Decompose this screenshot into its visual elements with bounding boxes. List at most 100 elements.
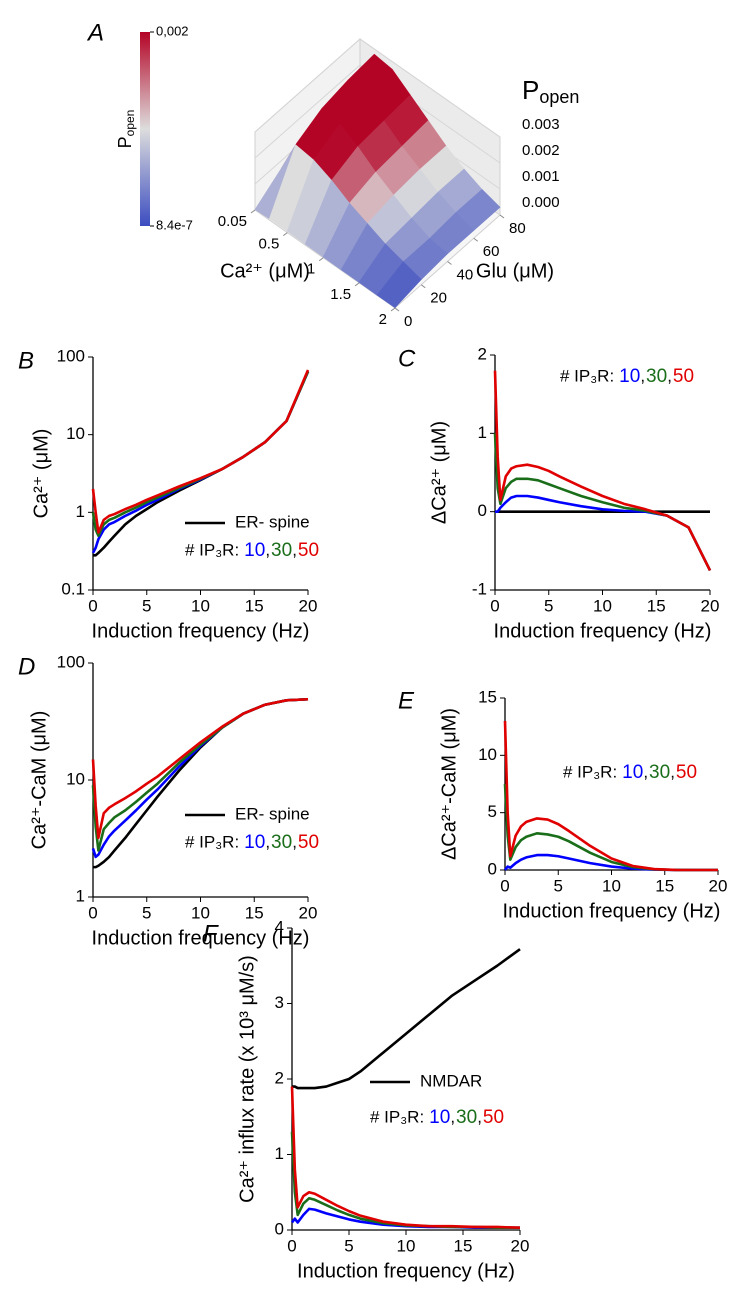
x-tick-label: 1 [307, 261, 315, 278]
x-tick-label: 2 [379, 311, 387, 328]
series-line [493, 370, 712, 572]
panel-letter: B [18, 347, 34, 374]
y-tick-label: 20 [430, 290, 447, 307]
y-tick-label: 1 [478, 423, 487, 442]
series-line [503, 720, 718, 872]
z-grid-line [254, 64, 501, 164]
y-tick-label: -1 [472, 579, 487, 598]
y-axis-label: ΔCa²⁺ (μM) [428, 421, 450, 524]
colorbar [140, 32, 150, 226]
x-tick-label: 15 [655, 876, 674, 895]
series-line [292, 948, 521, 1090]
y-tick [473, 237, 479, 242]
y-tick [394, 307, 400, 312]
legend-label: 50 [298, 832, 319, 853]
x-tick-label: 5 [544, 596, 553, 615]
y-tick-label: 10 [478, 745, 497, 764]
x-tick-label: 0 [287, 1236, 296, 1255]
x-tick-label: 0.05 [218, 213, 247, 230]
panel-letter: C [398, 345, 416, 372]
x-tick-label: 20 [709, 876, 728, 895]
x-tick-label: 15 [245, 903, 264, 922]
y-tick-label: 2 [275, 1068, 284, 1087]
y-tick-label: 10 [66, 769, 85, 788]
x-tick-label: 15 [245, 596, 264, 615]
y-axis-label: Glu (μM) [476, 260, 554, 282]
x-tick-label: 0 [88, 903, 97, 922]
legend-label: 50 [676, 762, 697, 783]
y-tick-label: 40 [457, 266, 474, 283]
legend-label: 30 [456, 1107, 477, 1128]
y-axis-label: Ca²⁺-CaM (μM) [28, 711, 50, 850]
legend-title: # IP₃R: [185, 540, 239, 559]
y-tick-label: 2 [478, 344, 487, 363]
x-tick [318, 257, 324, 262]
series-line [493, 433, 712, 572]
x-tick-label: 10 [602, 876, 621, 895]
x-axis-label: Induction frequency (Hz) [503, 900, 721, 922]
y-tick-label: 0 [488, 859, 497, 878]
y-axis-label: Ca²⁺ (μM) [30, 429, 52, 519]
x-axis-label: Induction frequency (Hz) [92, 620, 310, 642]
z-axis-label: Popen [522, 75, 579, 107]
y-tick-label: 100 [57, 346, 85, 365]
x-tick-label: 10 [397, 1236, 416, 1255]
series-line [91, 369, 310, 534]
legend-separator: , [265, 832, 270, 851]
legend-label: 30 [271, 540, 292, 561]
legend-separator: , [477, 1107, 482, 1126]
x-tick-label: 0.5 [258, 236, 279, 253]
y-tick-label: 3 [275, 993, 284, 1012]
y-tick-label: 10 [66, 424, 85, 443]
colorbar-tick-label: 8.4e-7 [156, 217, 193, 232]
y-tick-label: 0 [275, 1219, 284, 1238]
legend-title: # IP₃R: [370, 1107, 424, 1126]
y-tick-label: 4 [275, 917, 284, 936]
x-axis-label: Induction frequency (Hz) [494, 620, 712, 642]
legend-title: # IP₃R: [563, 762, 617, 781]
panel-letter: D [18, 653, 35, 680]
series-line [91, 697, 309, 840]
x-tick [283, 232, 288, 237]
x-tick-label: 20 [701, 596, 720, 615]
panel-letter: E [398, 687, 415, 714]
x-tick-label: 0 [88, 596, 97, 615]
x-tick [390, 307, 396, 312]
x-tick-label: 0 [500, 876, 509, 895]
x-tick-label: 5 [344, 1236, 353, 1255]
colorbar-label-sub: open [123, 110, 137, 137]
y-tick [420, 284, 426, 289]
series-line [290, 1086, 521, 1230]
legend-separator: , [640, 366, 645, 385]
x-tick-label: 1.5 [330, 286, 351, 303]
colorbar-tick-label: 0,002 [156, 23, 189, 38]
x-tick [354, 282, 360, 287]
legend-label: 50 [673, 366, 694, 387]
y-tick-label: 5 [488, 802, 497, 821]
y-tick-label: 0 [404, 313, 412, 330]
x-axis-label: Induction frequency (Hz) [92, 927, 310, 949]
x-axis-label: Ca²⁺ (μM) [220, 260, 310, 282]
x-tick-label: 5 [554, 876, 563, 895]
z-tick-label: 0.003 [522, 116, 560, 133]
legend-label: 10 [619, 366, 640, 387]
legend-separator: , [670, 762, 675, 781]
legend-label: 10 [622, 762, 643, 783]
legend-label: 30 [271, 832, 292, 853]
legend-separator: , [292, 832, 297, 851]
x-tick-label: 10 [191, 596, 210, 615]
y-tick-label: 1 [76, 502, 85, 521]
panel-letter: F [203, 920, 219, 947]
y-tick [447, 261, 452, 265]
x-tick-label: 15 [454, 1236, 473, 1255]
z-grid-line [254, 38, 501, 138]
legend-title: # IP₃R: [185, 832, 239, 851]
legend-separator: , [667, 366, 672, 385]
x-axis-label: Induction frequency (Hz) [297, 1260, 515, 1282]
x-tick [250, 209, 256, 214]
legend-label: 10 [244, 540, 265, 561]
z-axis-label-sub: open [539, 87, 579, 107]
y-tick-label: 60 [483, 243, 500, 260]
x-tick-label: 5 [142, 596, 151, 615]
